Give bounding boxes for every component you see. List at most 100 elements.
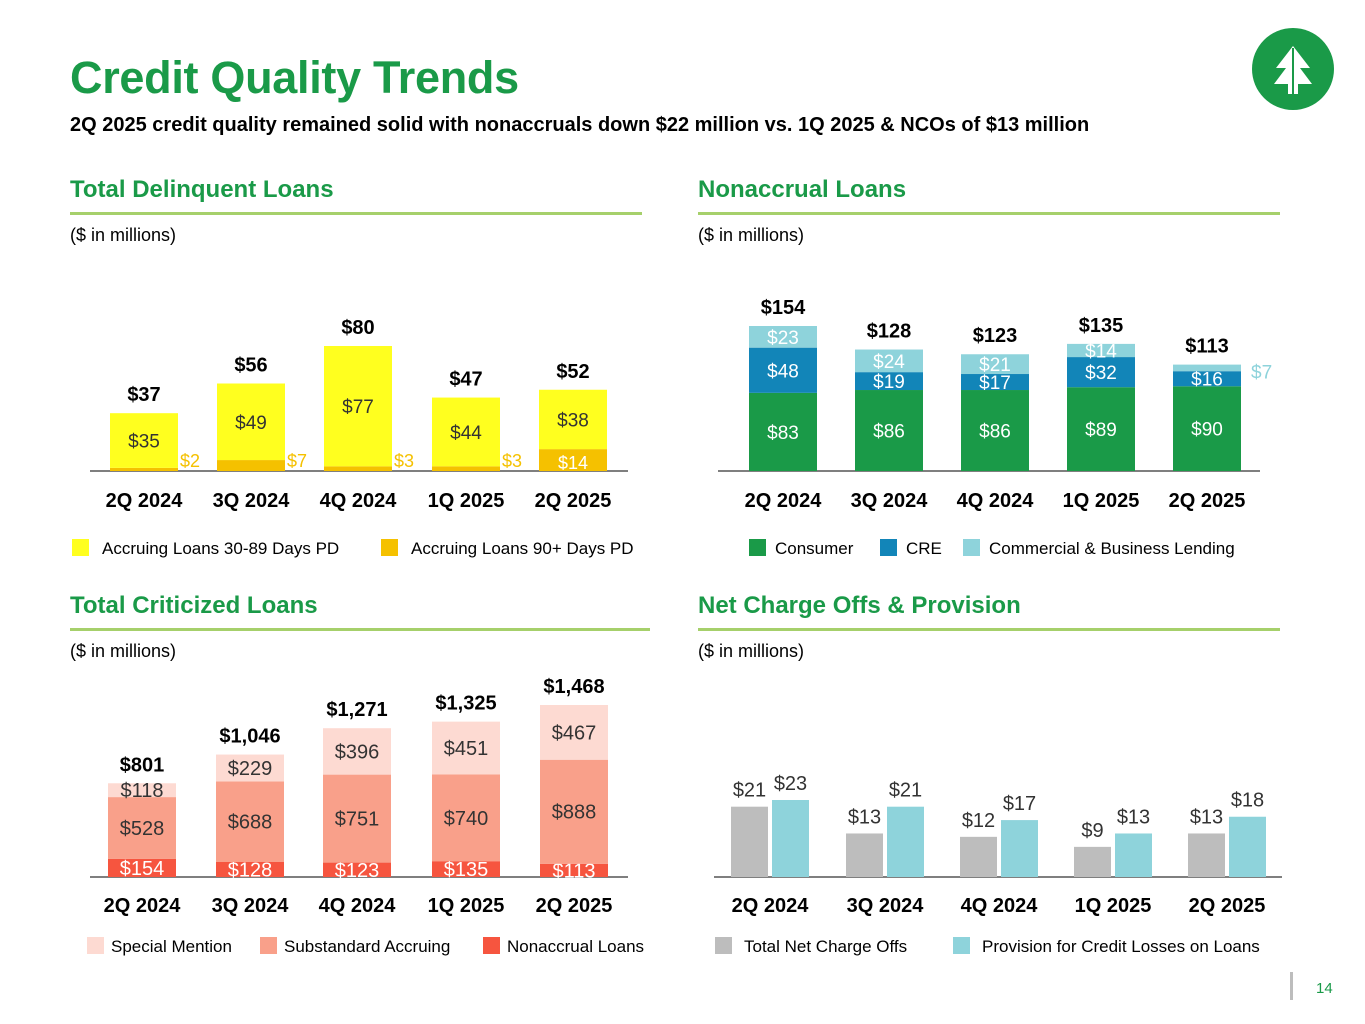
delinquent-rule [70, 212, 642, 215]
total-label: $128 [867, 321, 912, 343]
bar-segment-commercial [1173, 364, 1241, 372]
legend-label: Commercial & Business Lending [989, 539, 1235, 558]
data-label-consumer: $86 [873, 422, 905, 443]
bar-segment-substandard [216, 781, 284, 863]
x-tick-label: 4Q 2024 [320, 490, 398, 512]
x-tick-label: 3Q 2024 [851, 490, 929, 512]
x-tick-label: 2Q 2025 [535, 490, 612, 512]
data-label-90plus: $7 [287, 451, 307, 471]
data-label-nonaccrual: $128 [228, 860, 273, 882]
bar-provision [772, 800, 809, 877]
data-label-90plus: $2 [180, 451, 200, 471]
data-label-commercial: $23 [767, 328, 799, 349]
total-label: $56 [234, 355, 267, 377]
total-label: $123 [973, 325, 1018, 347]
x-tick-label: 2Q 2025 [536, 895, 613, 917]
legend-swatch [72, 539, 89, 556]
x-tick-label: 1Q 2025 [428, 490, 505, 512]
x-tick-label: 3Q 2024 [847, 895, 925, 917]
bar-segment-special-mention [216, 754, 284, 782]
bar-segment-30-89 [539, 389, 607, 450]
bar-segment-cre [749, 347, 817, 393]
x-tick-label: 2Q 2025 [1189, 895, 1266, 917]
bar-segment-cre [1067, 357, 1135, 388]
data-label-30-89: $77 [342, 397, 374, 418]
data-label-30-89: $44 [450, 423, 482, 444]
bar-segment-substandard [108, 797, 176, 859]
legend-label: Provision for Credit Losses on Loans [982, 937, 1260, 956]
bar-segment-consumer [961, 390, 1029, 471]
data-label-30-89: $38 [557, 410, 589, 431]
data-label-special-mention: $118 [120, 780, 163, 802]
bar-segment-substandard [323, 774, 391, 863]
data-label-substandard: $888 [552, 802, 597, 824]
bar-provision [887, 806, 924, 877]
data-label-special-mention: $229 [228, 758, 273, 780]
legend-swatch [87, 937, 104, 954]
bar-segment-30-89 [110, 413, 178, 468]
nonaccrual-units: ($ in millions) [698, 225, 805, 245]
total-label: $135 [1079, 315, 1124, 337]
legend-label: Nonaccrual Loans [507, 937, 644, 956]
data-label-consumer: $86 [979, 422, 1011, 443]
legend-swatch [260, 937, 277, 954]
bar-segment-substandard [540, 759, 608, 864]
legend-label: Total Net Charge Offs [744, 937, 907, 956]
page-divider [1290, 972, 1293, 1000]
bar-segment-nonaccrual [108, 858, 176, 877]
nco-title: Net Charge Offs & Provision [698, 592, 1021, 619]
bar-segment-90plus [539, 449, 607, 471]
bar-segment-90plus [217, 460, 285, 471]
bar-segment-special-mention [323, 728, 391, 775]
data-label-substandard: $528 [120, 818, 165, 840]
brand-logo [1252, 28, 1334, 110]
data-label-net-charge-offs: $12 [962, 810, 995, 832]
data-label-90plus: $3 [394, 451, 414, 471]
tree-icon [1274, 46, 1312, 94]
legend-swatch [715, 937, 732, 954]
data-label-90plus: $3 [502, 451, 522, 471]
total-label: $47 [449, 369, 482, 391]
data-label-provision: $13 [1117, 806, 1150, 828]
x-tick-label: 4Q 2024 [961, 895, 1039, 917]
total-label: $154 [761, 297, 806, 319]
bar-segment-cre [1173, 371, 1241, 387]
bar-segment-30-89 [324, 346, 392, 467]
criticized-rule [70, 628, 650, 631]
bar-segment-cre [855, 372, 923, 391]
data-label-commercial: $21 [979, 355, 1011, 376]
data-label-cre: $19 [873, 372, 905, 393]
page-subtitle: 2Q 2025 credit quality remained solid wi… [70, 114, 1090, 136]
x-tick-label: 3Q 2024 [212, 895, 290, 917]
data-label-net-charge-offs: $9 [1081, 820, 1103, 842]
legend-label: CRE [906, 539, 942, 558]
total-label: $52 [556, 361, 589, 383]
criticized-units: ($ in millions) [70, 641, 177, 661]
data-label-special-mention: $467 [552, 722, 597, 744]
data-label-provision: $18 [1231, 790, 1264, 812]
legend-swatch [880, 539, 897, 556]
data-label-nonaccrual: $154 [120, 858, 165, 880]
total-label: $1,325 [435, 693, 496, 715]
nonaccrual-title: Nonaccrual Loans [698, 176, 907, 203]
data-label-substandard: $751 [335, 809, 380, 831]
data-label-nonaccrual: $135 [444, 859, 489, 881]
x-tick-label: 1Q 2025 [1063, 490, 1140, 512]
data-label-special-mention: $396 [335, 741, 380, 763]
bar-provision [1001, 820, 1038, 877]
bar-segment-special-mention [432, 721, 500, 775]
data-label-cre: $32 [1085, 363, 1117, 384]
bar-segment-90plus [324, 466, 392, 471]
data-label-30-89: $35 [128, 432, 160, 453]
legend-label: Special Mention [111, 937, 232, 956]
data-label-substandard: $688 [228, 812, 273, 834]
x-tick-label: 1Q 2025 [1075, 895, 1152, 917]
criticized-title: Total Criticized Loans [70, 592, 318, 619]
bar-segment-consumer [1067, 387, 1135, 471]
bar-segment-consumer [1173, 386, 1241, 471]
x-tick-label: 4Q 2024 [319, 895, 397, 917]
page-title: Credit Quality Trends [70, 52, 519, 103]
bar-segment-30-89 [432, 397, 500, 467]
x-tick-label: 4Q 2024 [957, 490, 1035, 512]
